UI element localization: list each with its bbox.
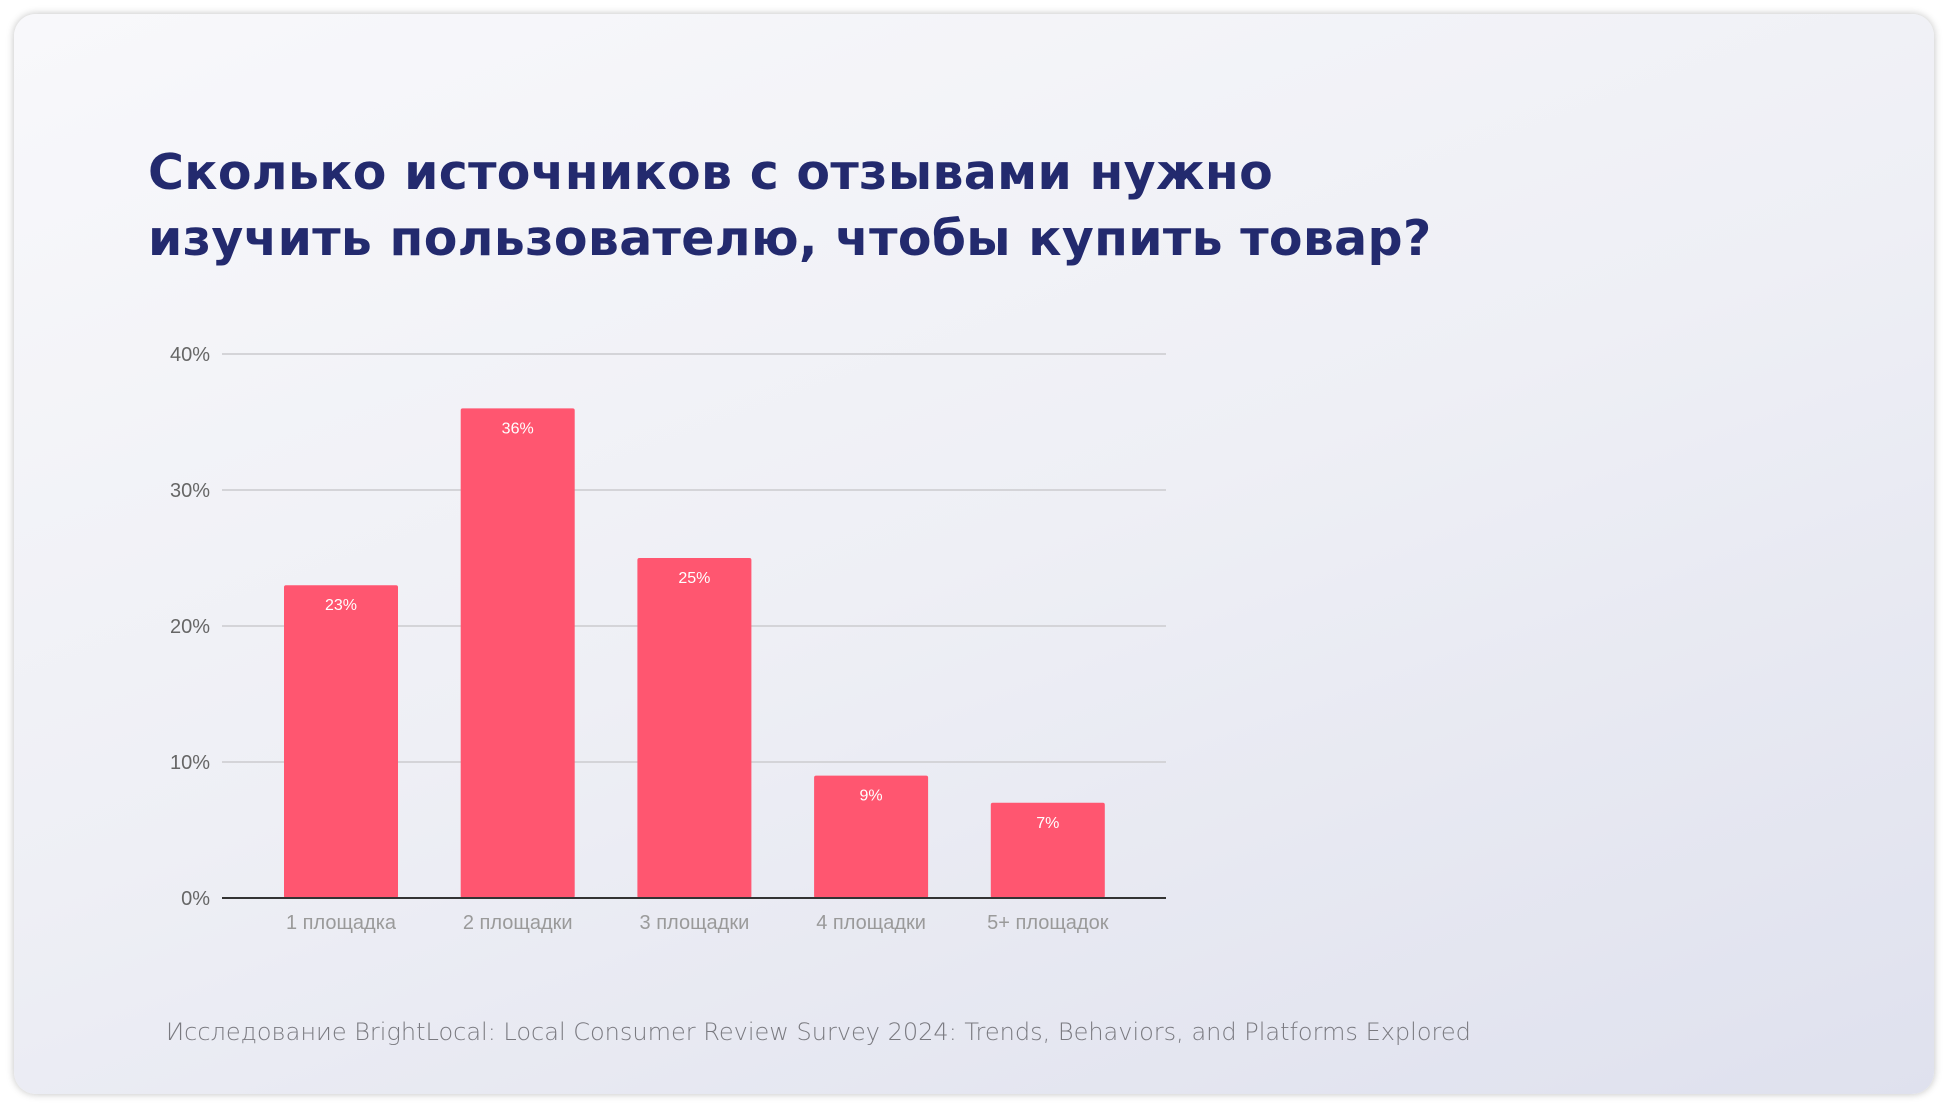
bar — [460, 408, 575, 898]
y-tick-label: 10% — [170, 752, 210, 774]
bar — [284, 585, 398, 898]
x-tick-label: 5+ площадок — [987, 912, 1109, 934]
data-label: 7% — [1036, 815, 1059, 832]
data-label: 9% — [860, 788, 883, 805]
bar — [990, 802, 1105, 898]
data-label: 23% — [325, 597, 357, 614]
y-tick-label: 20% — [170, 616, 210, 638]
data-label: 36% — [502, 420, 534, 437]
y-tick-label: 40% — [170, 344, 210, 366]
x-tick-label: 3 площадки — [640, 912, 750, 934]
bar — [637, 558, 752, 898]
y-tick-label: 0% — [181, 888, 210, 910]
slide-title: Сколько источников с отзывами нужно изуч… — [148, 140, 1432, 272]
source-footnote: Исследование BrightLocal: Local Consumer… — [166, 1018, 1471, 1046]
slide-card — [14, 14, 1934, 1094]
x-tick-label: 4 площадки — [816, 912, 926, 934]
y-tick-label: 30% — [170, 480, 210, 502]
x-tick-label: 2 площадки — [463, 912, 573, 934]
title-line-2: изучить пользователю, чтобы купить товар… — [148, 210, 1432, 267]
title-line-1: Сколько источников с отзывами нужно — [148, 144, 1274, 201]
x-tick-label: 1 площадка — [286, 912, 397, 934]
data-label: 25% — [678, 570, 710, 587]
bar — [814, 775, 929, 898]
